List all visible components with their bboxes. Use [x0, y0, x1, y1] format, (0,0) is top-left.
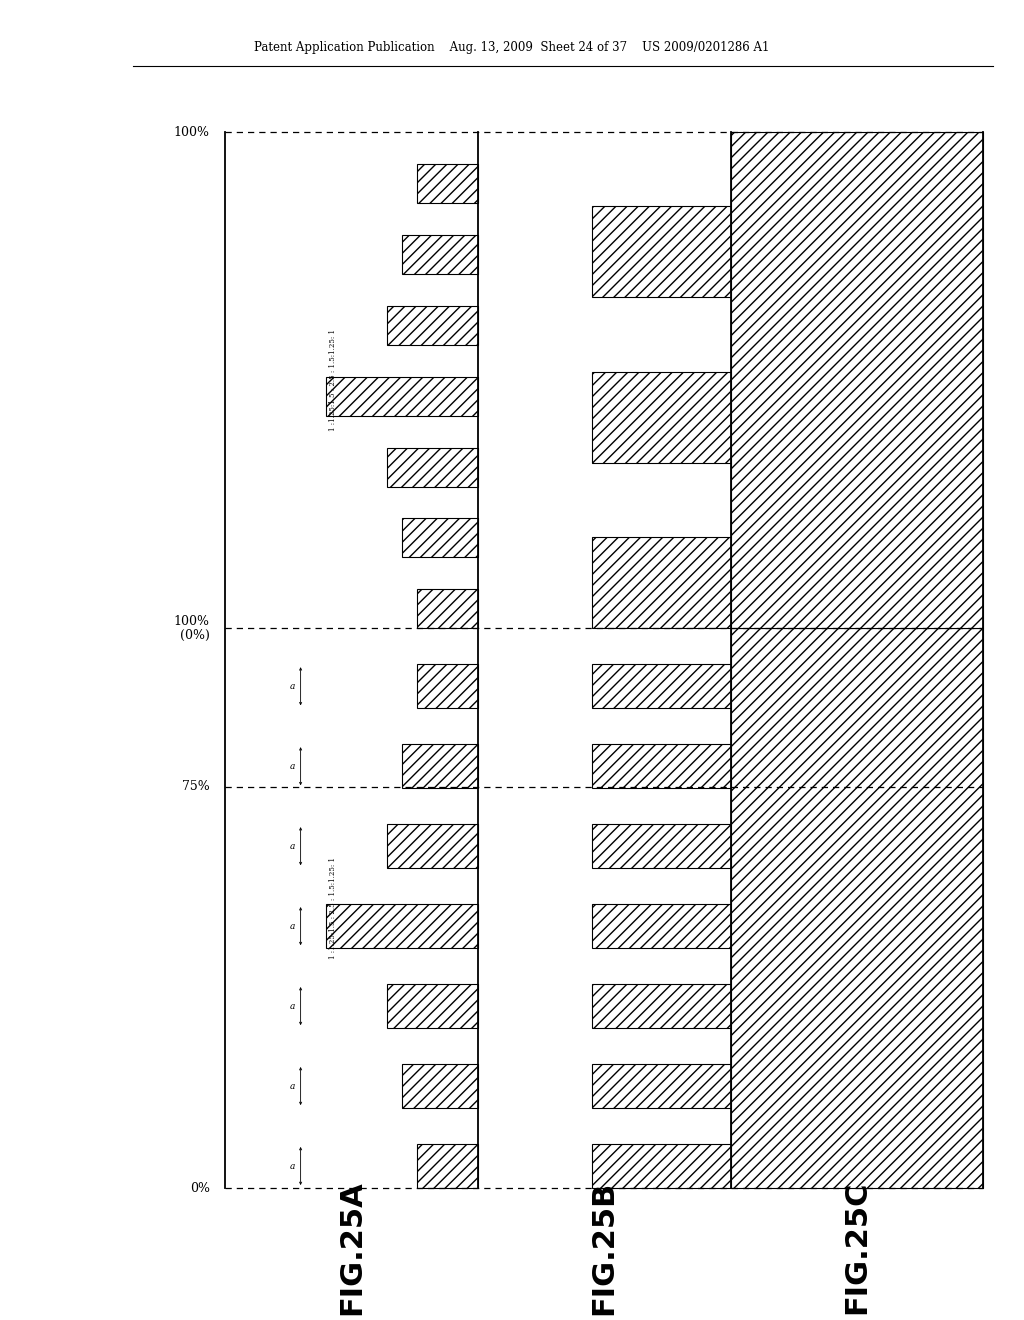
Bar [731, 132, 983, 628]
Bar [592, 206, 731, 297]
Text: a: a [290, 842, 295, 850]
Bar [401, 744, 477, 788]
Bar [387, 985, 477, 1028]
Text: a: a [290, 762, 295, 771]
Bar [417, 589, 477, 628]
Bar [417, 164, 477, 203]
Bar [592, 1064, 731, 1107]
Bar [387, 306, 477, 345]
Text: a: a [290, 921, 295, 931]
Bar [387, 824, 477, 869]
Bar [592, 824, 731, 869]
Bar [387, 447, 477, 487]
Text: a: a [290, 682, 295, 690]
Text: FIG.25B: FIG.25B [590, 1180, 618, 1315]
Bar [401, 1064, 477, 1107]
Bar [417, 1144, 477, 1188]
Text: 100%
(0%): 100% (0%) [174, 615, 210, 642]
Bar [592, 372, 731, 463]
Bar [592, 904, 731, 948]
Text: 100%: 100% [174, 125, 210, 139]
Bar [592, 744, 731, 788]
Bar [327, 376, 477, 416]
Text: a: a [290, 1081, 295, 1090]
Text: 1 :1.25:1.5 : 2.5 : 1.5:1.25: 1: 1 :1.25:1.5 : 2.5 : 1.5:1.25: 1 [330, 329, 337, 432]
Text: 75%: 75% [182, 780, 210, 793]
Text: Patent Application Publication    Aug. 13, 2009  Sheet 24 of 37    US 2009/02012: Patent Application Publication Aug. 13, … [254, 41, 770, 54]
Bar [401, 235, 477, 273]
Bar [417, 664, 477, 709]
Bar [592, 1144, 731, 1188]
Bar [592, 537, 731, 628]
Text: 0%: 0% [189, 1181, 210, 1195]
Text: 1 :1.25:1.5 : 2.5 : 1.5:1.25: 1: 1 :1.25:1.5 : 2.5 : 1.5:1.25: 1 [330, 857, 337, 960]
Text: a: a [290, 1162, 295, 1171]
Bar [592, 664, 731, 709]
Text: a: a [290, 1002, 295, 1011]
Bar [731, 628, 983, 1188]
Bar [592, 985, 731, 1028]
Bar [401, 519, 477, 557]
Text: FIG.25C: FIG.25C [843, 1180, 871, 1315]
Text: FIG.25A: FIG.25A [337, 1180, 366, 1315]
Bar [327, 904, 477, 948]
